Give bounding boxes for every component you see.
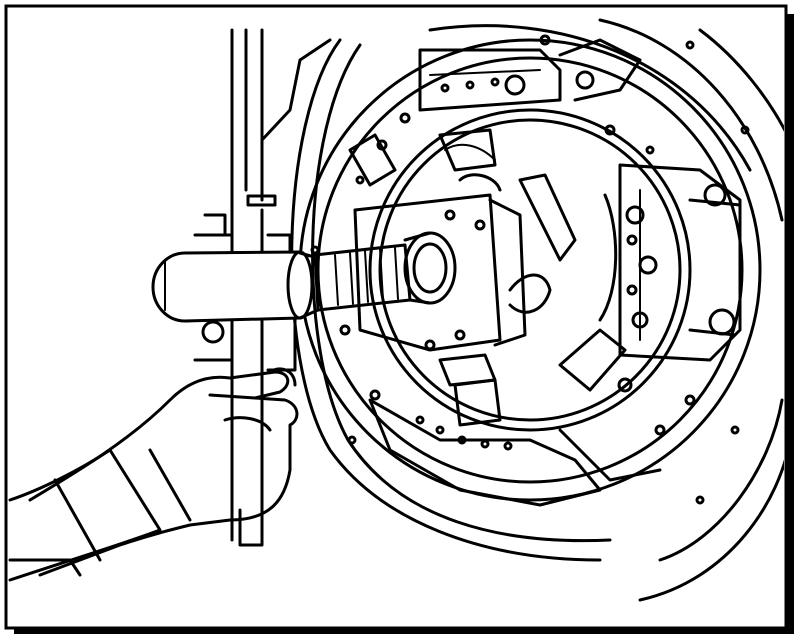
flywheel-housing [290,18,784,602]
clutch-pressure-plate [298,38,762,507]
clutch-disc [353,128,552,387]
alignment-tool-handle [151,250,320,323]
sleeve [8,448,162,582]
outer-frame [4,4,788,630]
alignment-tool-shaft [313,231,457,312]
hand [28,367,299,577]
